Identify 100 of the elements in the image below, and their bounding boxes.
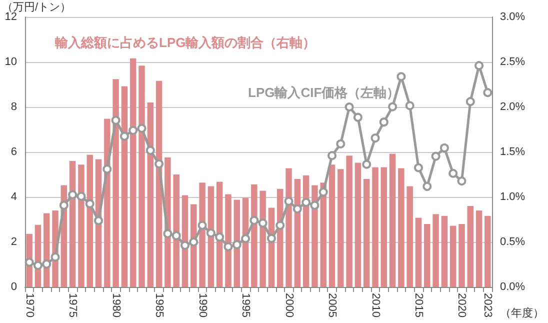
x-tick-label: 1980: [110, 293, 122, 318]
bar: [173, 174, 180, 287]
text: 輸入総額に占めるLPG輸入額の割合（右軸）: [54, 35, 316, 50]
bar: [225, 194, 232, 287]
x-tick-label: 2010: [369, 293, 382, 318]
y-tick-label: 12: [4, 11, 17, 23]
y2-tick-label: 3.0%: [500, 11, 526, 23]
point: [111, 116, 120, 125]
point: [250, 216, 259, 225]
bar: [260, 190, 266, 287]
point: [33, 260, 42, 270]
bar: [415, 218, 422, 287]
point: [353, 112, 362, 122]
y-tick-label: 0: [10, 281, 17, 293]
point: [102, 164, 112, 174]
x-axis-title: （年度）: [500, 306, 544, 320]
point: [50, 252, 60, 262]
bar: [372, 167, 378, 287]
y-tick-label: 2: [10, 236, 17, 248]
bar: [121, 86, 128, 287]
point: [388, 102, 398, 112]
x-tick-label: 1970: [23, 293, 36, 318]
bar: [328, 164, 336, 287]
bar: [380, 167, 388, 287]
bar: [484, 216, 491, 287]
bar: [424, 224, 430, 287]
point: [414, 163, 423, 172]
y2-tick-label: 0.5%: [500, 236, 526, 248]
point: [370, 134, 380, 143]
bar: [130, 58, 136, 287]
point: [241, 234, 250, 244]
point: [344, 102, 354, 112]
x-tick-label: 2005: [326, 293, 338, 318]
point: [276, 220, 285, 230]
point: [215, 232, 224, 242]
point: [431, 152, 440, 161]
y-tick-label: 6: [10, 146, 17, 158]
bar: [147, 102, 154, 287]
point: [466, 97, 475, 106]
bar: [199, 182, 206, 287]
x-tick-label: 2000: [282, 293, 295, 318]
point: [154, 159, 164, 168]
x-tick-label: 2020: [456, 293, 468, 318]
point: [189, 238, 198, 246]
point: [198, 220, 207, 230]
point: [457, 176, 466, 186]
x-tick-label: 1995: [240, 293, 252, 318]
bar: [467, 206, 474, 287]
bar: [458, 224, 465, 287]
y-axis-title: （万円/トン）: [2, 2, 72, 14]
y-tick-label: 10: [4, 56, 17, 68]
point: [68, 190, 78, 200]
bar: [363, 179, 370, 287]
point: [266, 234, 276, 243]
point: [258, 218, 268, 228]
point: [379, 118, 388, 127]
bar: [476, 210, 482, 287]
y2-tick-label: 1.5%: [500, 146, 526, 158]
y2-tick-label: 0.0%: [500, 281, 526, 293]
point: [362, 160, 372, 169]
x-tick-label: 2015: [412, 293, 424, 318]
y-tick-label: 8: [10, 101, 17, 113]
point: [440, 143, 449, 152]
bar: [406, 186, 413, 287]
bar: [354, 162, 362, 287]
point: [76, 192, 86, 201]
point: [85, 199, 94, 208]
point: [328, 151, 337, 160]
point: [163, 229, 172, 238]
bar: [112, 79, 119, 287]
bar: [86, 154, 93, 287]
point: [474, 61, 484, 70]
bar: [286, 168, 292, 287]
point: [120, 132, 129, 141]
x-tick-label: 1985: [153, 293, 166, 318]
bar: [338, 169, 344, 287]
y2-tick-label: 2.0%: [500, 101, 526, 113]
point: [128, 126, 138, 135]
point: [232, 240, 242, 250]
bar: [398, 168, 404, 287]
point: [146, 146, 155, 155]
point: [422, 182, 432, 191]
point: [224, 242, 233, 252]
point: [318, 188, 328, 197]
point: [336, 139, 346, 148]
bar: [432, 214, 439, 287]
point: [59, 200, 68, 210]
point: [24, 258, 34, 267]
bar: [78, 164, 84, 287]
point: [137, 124, 146, 133]
y-tick-label: 4: [10, 191, 17, 203]
point: [448, 168, 458, 178]
bar: [69, 161, 76, 287]
series-label: LPG輸入CIF価格（左軸）: [248, 85, 400, 100]
bar: [312, 185, 318, 287]
point: [172, 231, 181, 240]
point: [396, 72, 406, 82]
point: [94, 216, 104, 226]
point: [483, 88, 492, 98]
y2-tick-label: 1.0%: [500, 191, 526, 203]
